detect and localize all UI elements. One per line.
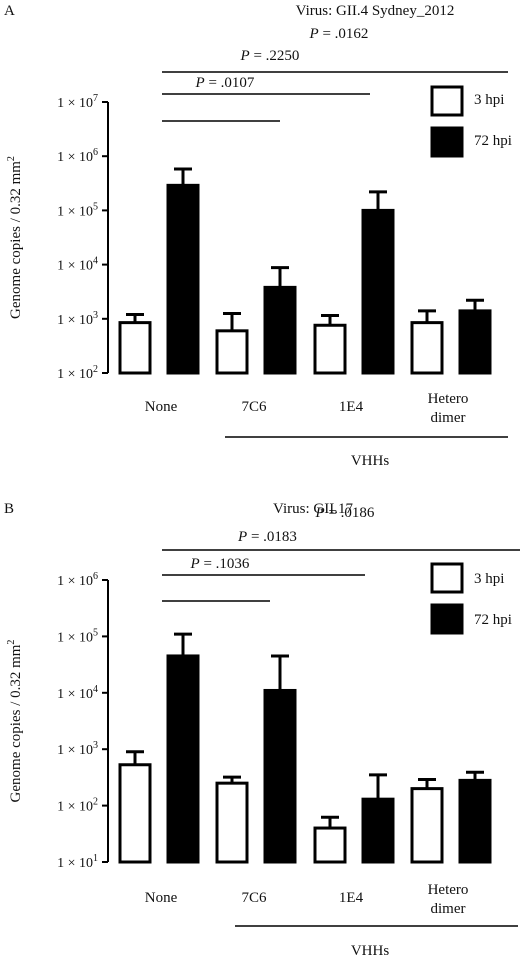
- category-label: 7C6: [241, 399, 267, 415]
- p-value-label: P = .0162: [309, 26, 369, 42]
- category-label: Hetero dimer: [428, 391, 469, 426]
- bar-3-hpi: [118, 321, 152, 375]
- y-tick-label: 1 × 105: [57, 627, 98, 645]
- y-tick-label: 1 × 104: [57, 256, 98, 274]
- category-label: None: [145, 890, 178, 906]
- category-label: 7C6: [241, 890, 267, 906]
- p-value-label: P = .0107: [195, 75, 255, 91]
- bar-3-hpi: [118, 763, 152, 864]
- category-label: None: [145, 399, 178, 415]
- legend-label: 3 hpi: [474, 92, 504, 108]
- bar-3-hpi: [410, 787, 444, 864]
- legend-swatch-3hpi: [430, 562, 464, 594]
- bar-3-hpi: [313, 826, 347, 864]
- y-tick-label: 1 × 104: [57, 684, 98, 702]
- y-axis-label: Genome copies / 0.32 mm2: [6, 156, 24, 319]
- legend-label: 72 hpi: [474, 612, 512, 628]
- bar-72-hpi: [361, 208, 395, 375]
- bar-3-hpi: [410, 321, 444, 375]
- category-label: 1E4: [339, 399, 364, 415]
- y-tick-label: 1 × 107: [57, 93, 98, 111]
- panel-label: B: [4, 501, 14, 517]
- y-tick-label: 1 × 106: [57, 571, 98, 589]
- y-tick-label: 1 × 103: [57, 310, 98, 328]
- y-tick-label: 1 × 105: [57, 201, 98, 219]
- y-tick-label: 1 × 103: [57, 740, 98, 758]
- category-label: 1E4: [339, 890, 364, 906]
- y-tick-label: 1 × 101: [57, 853, 98, 871]
- legend-label: 3 hpi: [474, 571, 504, 587]
- legend-swatch-3hpi: [430, 85, 464, 117]
- bar-3-hpi: [215, 781, 249, 864]
- legend: 3 hpi 72 hpi: [430, 85, 512, 158]
- chart-title: Virus: GII.4 Sydney_2012: [296, 3, 455, 19]
- legend-label: 72 hpi: [474, 133, 512, 149]
- category-label: Hetero dimer: [428, 882, 469, 917]
- chart-title: Virus: GII.17: [273, 501, 353, 517]
- y-tick-label: 1 × 102: [57, 364, 98, 382]
- p-value-label: P = .0186: [315, 505, 375, 521]
- bar-3-hpi: [215, 329, 249, 375]
- bar-72-hpi: [263, 688, 297, 864]
- bar-72-hpi: [361, 797, 395, 864]
- group-label: VHHs: [351, 943, 389, 959]
- p-value-label: P = .2250: [240, 48, 300, 64]
- bar-3-hpi: [313, 323, 347, 375]
- bar-72-hpi: [263, 285, 297, 375]
- y-tick-label: 1 × 102: [57, 797, 98, 815]
- bar-72-hpi: [166, 183, 200, 375]
- group-label: VHHs: [351, 453, 389, 469]
- bar-72-hpi: [458, 309, 492, 375]
- p-value-label: P = .1036: [190, 556, 250, 572]
- bar-72-hpi: [166, 654, 200, 864]
- bar-72-hpi: [458, 778, 492, 864]
- y-tick-label: 1 × 106: [57, 147, 98, 165]
- chart-panel-A: A Virus: GII.4 Sydney_2012 1 × 102 1 × 103 1…: [4, 3, 512, 469]
- legend-swatch-72hpi: [430, 126, 464, 158]
- legend: 3 hpi 72 hpi: [430, 562, 512, 635]
- p-value-label: P = .0183: [237, 529, 297, 545]
- chart-panel-B: B Virus: GII.17 1 × 101 1 × 102 1 × 103 1 × 1…: [4, 501, 520, 959]
- y-axis-label: Genome copies / 0.32 mm2: [6, 640, 24, 803]
- legend-swatch-72hpi: [430, 603, 464, 635]
- panel-label: A: [4, 3, 15, 19]
